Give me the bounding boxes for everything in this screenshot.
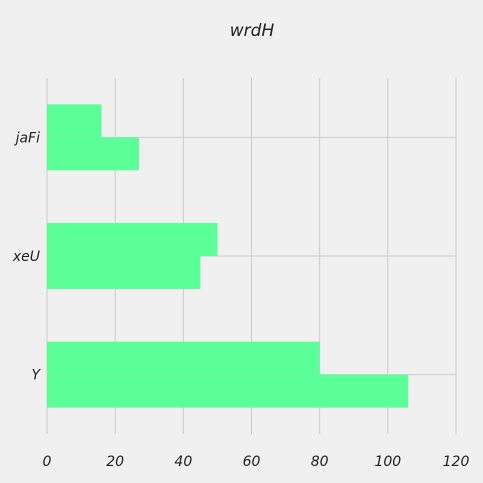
x-axis-ticks: 0 20 40 60 80 100 120 bbox=[43, 454, 470, 470]
x-tick-label: 80 bbox=[311, 454, 329, 470]
bar bbox=[47, 341, 320, 375]
x-tick-label: 100 bbox=[374, 454, 401, 470]
bar bbox=[47, 256, 201, 289]
category-label: Y bbox=[31, 368, 41, 384]
x-tick-label: 60 bbox=[243, 454, 261, 470]
y-axis-categories: jaFi xeU Y bbox=[12, 130, 42, 383]
chart-title: wrdH bbox=[230, 21, 275, 41]
bar bbox=[47, 104, 102, 138]
bars bbox=[47, 104, 409, 408]
category-label: jaFi bbox=[14, 130, 41, 146]
x-tick-label: 120 bbox=[443, 454, 470, 470]
bar bbox=[47, 374, 409, 408]
x-tick-label: 0 bbox=[43, 454, 52, 470]
bar bbox=[47, 137, 140, 171]
bar bbox=[47, 223, 218, 256]
x-tick-label: 20 bbox=[106, 454, 124, 470]
category-label: xeU bbox=[12, 249, 40, 265]
x-tick-label: 40 bbox=[174, 454, 192, 470]
